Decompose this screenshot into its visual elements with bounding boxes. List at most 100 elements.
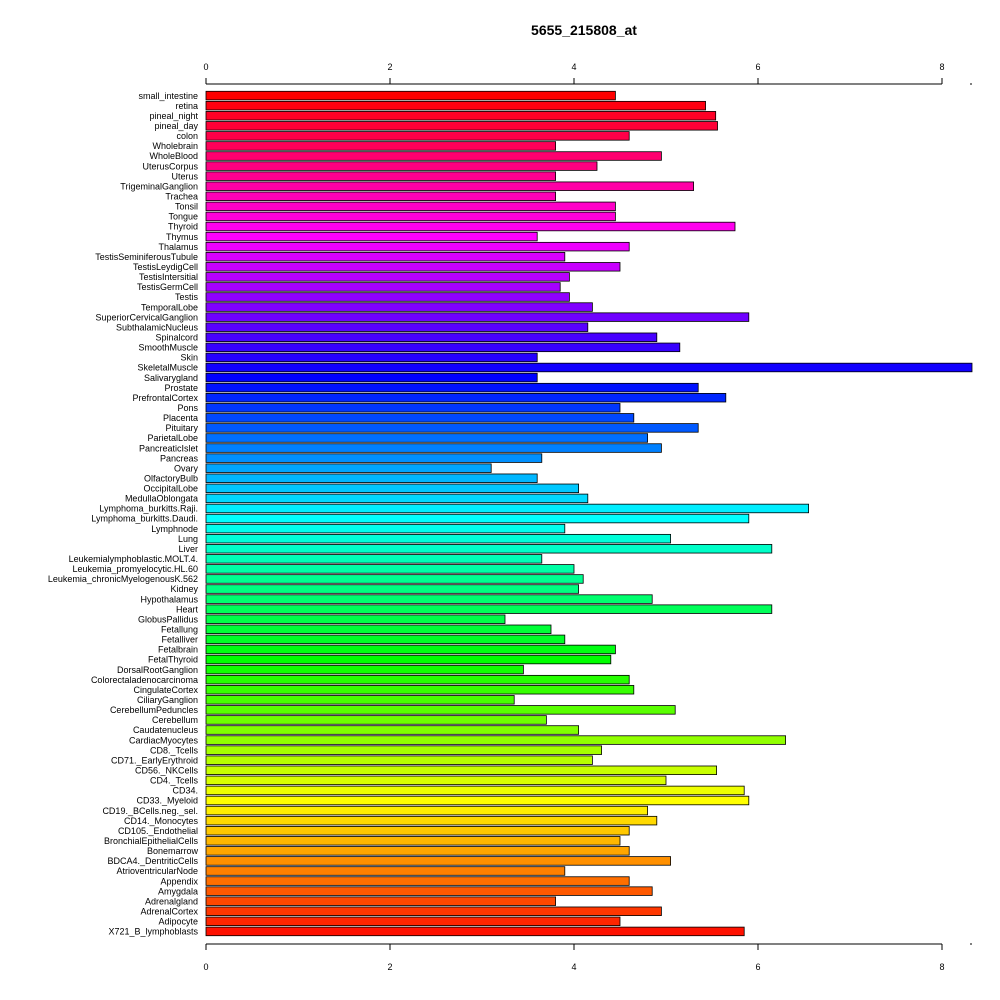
category-label: CD56._NKCells (135, 765, 199, 775)
tick-label: 4 (571, 962, 576, 972)
tick-label: 8 (939, 62, 944, 72)
bar-uteruscorpus (205, 161, 598, 171)
category-label: CD71._EarlyErythroid (111, 755, 198, 765)
category-label: pineal_day (154, 121, 198, 131)
category-label: CerebellumPeduncles (110, 705, 199, 715)
bar-fetalthyroid (205, 654, 612, 665)
bar-appendix (205, 876, 630, 886)
bar-tongue (205, 211, 616, 222)
category-label: Thymus (166, 232, 199, 242)
category-label: MedullaOblongata (125, 494, 198, 504)
category-label: Lymphoma_burkitts.Raji. (99, 504, 198, 514)
bar-adipocyte (205, 916, 621, 927)
category-label: Fetalliver (161, 635, 198, 645)
bar-placenta (205, 413, 635, 423)
category-label: pineal_night (149, 111, 198, 121)
tick-label: 4 (571, 62, 576, 72)
tick-label: 0 (203, 62, 208, 72)
category-label: CiliaryGanglion (137, 695, 198, 705)
bar-thalamus (205, 241, 630, 252)
category-label: Testis (175, 292, 199, 302)
bar-testisseminiferoustubule (205, 252, 566, 262)
category-label: Trachea (165, 192, 198, 202)
category-label: Leukemia_chronicMyelogenousK.562 (48, 574, 198, 584)
bar-skeletalmuscle (205, 362, 973, 373)
bar-cd8-tcells (205, 745, 603, 755)
bar-amygdala (205, 886, 653, 896)
bar-hypothalamus (205, 594, 653, 604)
bar-cerebellum (205, 715, 547, 725)
category-label: SuperiorCervicalGanglion (95, 312, 198, 322)
bar-cd71-earlyerythroid (205, 755, 593, 765)
bar-skin (205, 352, 538, 363)
bar-pineal-night (205, 111, 717, 121)
bar-leukemialymphoblastic-molt-4- (205, 554, 543, 564)
bar-x721-b-lymphoblasts (205, 926, 745, 937)
category-label: Pituitary (165, 423, 198, 433)
bar-uterus (205, 171, 557, 181)
category-label: Salivarygland (144, 373, 198, 383)
category-label: TrigeminalGanglion (120, 181, 198, 191)
category-label: Leukemialymphoblastic.MOLT.4. (69, 554, 198, 564)
category-label: Amygdala (158, 886, 198, 896)
category-label: CD14._Monocytes (124, 816, 199, 826)
bar-leukemia-promyelocytic-hl-60 (205, 564, 575, 574)
bar-heart (205, 604, 773, 614)
bar-fetallung (205, 624, 552, 635)
bar-fetalbrain (205, 644, 616, 655)
bar-cd33-myeloid (205, 795, 750, 806)
bar-cd14-monocytes (205, 815, 658, 826)
category-label: CD19._BCells.neg._sel. (102, 806, 198, 816)
bar-liver (205, 544, 773, 554)
category-label: WholeBlood (149, 151, 198, 161)
bar-thyroid (205, 221, 736, 232)
category-label: Heart (176, 604, 199, 614)
category-label: SubthalamicNucleus (116, 322, 199, 332)
category-label: Colorectaladenocarcinoma (91, 675, 198, 685)
bar-olfactorybulb (205, 473, 538, 483)
bar-thymus (205, 231, 538, 242)
bar-lung (205, 533, 672, 544)
category-label: Pancreas (160, 453, 199, 463)
bar-bronchialepithelialcells (205, 836, 621, 846)
category-label: CD33._Myeloid (136, 796, 198, 806)
category-label: Adrenalgland (145, 896, 198, 906)
bar-cd19-bcells-neg-sel- (205, 805, 649, 816)
category-label: Hypothalamus (140, 594, 198, 604)
category-label: retina (175, 101, 198, 111)
category-label: OccipitalLobe (143, 484, 198, 494)
category-label: TestisLeydigCell (133, 262, 198, 272)
bar-testisleydigcell (205, 262, 621, 272)
bottom-x-axis: 0 2 4 6 8 (203, 943, 972, 972)
bar-wholebrain (205, 141, 557, 151)
bar-temporallobe (205, 302, 593, 312)
category-label: Fetalbrain (158, 645, 198, 655)
bars-group (205, 90, 973, 937)
category-label: Placenta (163, 413, 198, 423)
bar-colorectaladenocarcinoma (205, 674, 630, 685)
bar-spinalcord (205, 332, 658, 342)
bar-globuspallidus (205, 614, 506, 624)
category-label: Wholebrain (152, 141, 198, 151)
bar-subthalamicnucleus (205, 322, 589, 332)
category-label: Pons (177, 403, 198, 413)
category-label: Lung (178, 534, 198, 544)
bar-small-intestine (205, 90, 616, 101)
category-label: CardiacMyocytes (129, 735, 199, 745)
bar-tonsil (205, 201, 616, 212)
bar-caudatenucleus (205, 725, 580, 735)
category-label: CD105._Endothelial (118, 826, 198, 836)
category-label: Kidney (170, 584, 198, 594)
tick-label: 2 (387, 62, 392, 72)
category-label: X721_B_lymphoblasts (108, 927, 198, 937)
category-label: Appendix (160, 876, 198, 886)
tick-label: 0 (203, 962, 208, 972)
bar-lymphnode (205, 523, 566, 534)
bar-prefrontalcortex (205, 392, 727, 403)
bar-cd105-endothelial (205, 826, 630, 836)
bar-adrenalcortex (205, 906, 662, 916)
tick-label: 6 (755, 962, 760, 972)
category-label: CD4._Tcells (150, 776, 199, 786)
tick-label: 2 (387, 962, 392, 972)
